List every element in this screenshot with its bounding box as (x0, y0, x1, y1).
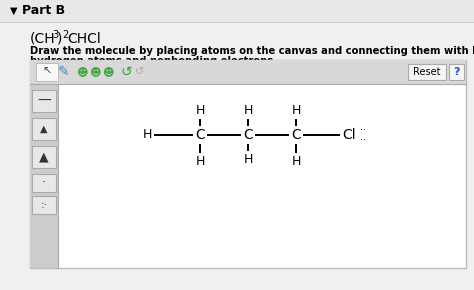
Bar (32, 118, 56, 140)
Text: C: C (291, 128, 301, 142)
Text: Reset: Reset (413, 67, 441, 77)
Text: ··: ·· (360, 135, 366, 145)
Text: ↺: ↺ (135, 67, 145, 77)
Text: Cl: Cl (342, 128, 356, 142)
Text: ☻: ☻ (102, 67, 114, 77)
Text: 2: 2 (62, 30, 68, 40)
Text: H: H (143, 128, 152, 142)
Text: H: H (292, 104, 301, 117)
Text: Part B: Part B (22, 5, 65, 17)
Text: ?: ? (453, 67, 460, 77)
Text: ▲: ▲ (40, 124, 48, 134)
Text: C: C (243, 128, 253, 142)
Bar (408, 64, 446, 80)
Bar (0, 0, 474, 22)
Bar (449, 64, 464, 80)
Text: H: H (243, 104, 253, 117)
Text: (CH: (CH (30, 32, 55, 46)
Text: —: — (37, 94, 51, 108)
Bar (32, 196, 56, 214)
Bar (32, 146, 56, 168)
Bar (32, 174, 56, 192)
Text: 3: 3 (52, 30, 58, 40)
Text: CHCl: CHCl (67, 32, 101, 46)
Text: ▲: ▲ (39, 151, 49, 164)
Text: ☻: ☻ (76, 67, 88, 77)
Text: ↺: ↺ (120, 65, 132, 79)
Text: H: H (243, 153, 253, 166)
Text: H: H (292, 155, 301, 168)
Text: ✎: ✎ (58, 65, 70, 79)
Text: H: H (195, 104, 205, 117)
Text: H: H (195, 155, 205, 168)
Bar (36, 63, 58, 81)
Text: ): ) (57, 32, 63, 46)
Bar (30, 84, 58, 268)
Text: hydrogen atoms and nonbonding electrons.: hydrogen atoms and nonbonding electrons. (30, 56, 277, 66)
Text: ▼: ▼ (10, 6, 18, 16)
Text: Draw the molecule by placing atoms on the canvas and connecting them with bonds.: Draw the molecule by placing atoms on th… (30, 46, 474, 56)
Text: C: C (195, 128, 205, 142)
Text: ☻: ☻ (89, 67, 101, 77)
Bar (30, 60, 466, 268)
Text: ↖: ↖ (42, 67, 52, 77)
Text: ··: ·· (360, 125, 366, 135)
Bar (30, 60, 466, 84)
Text: :·: :· (40, 200, 47, 210)
Bar (32, 90, 56, 112)
Text: ·: · (42, 177, 46, 189)
